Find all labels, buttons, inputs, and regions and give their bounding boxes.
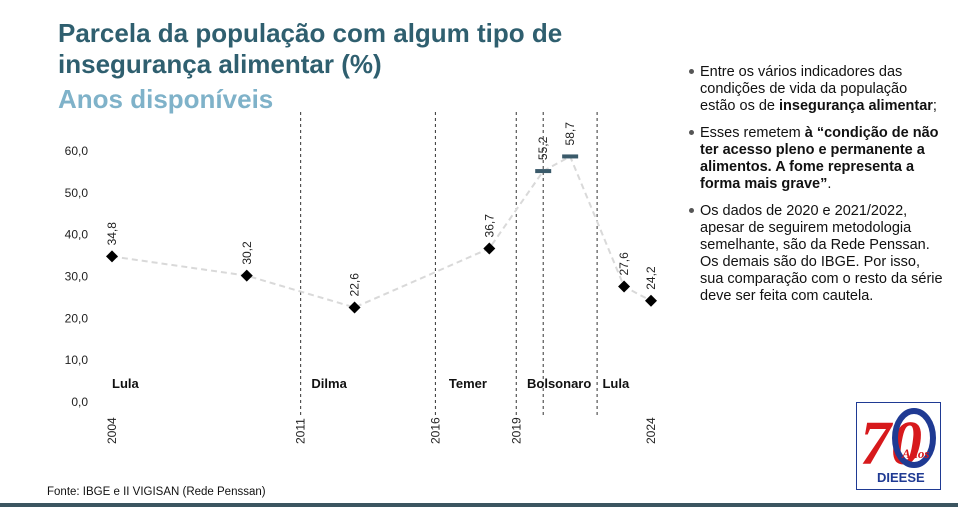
data-point-marker [618, 280, 631, 293]
data-label: 30,2 [240, 241, 254, 265]
bullet-dot [689, 130, 694, 135]
data-point-marker [562, 154, 579, 159]
y-tick-label: 50,0 [65, 186, 89, 200]
dieese-70-anos-logo: 70 Anos DIEESE [856, 402, 941, 490]
bullet-text: Os dados de 2020 e 2021/2022, apesar de … [700, 203, 943, 304]
period-label: Bolsonaro [527, 376, 591, 391]
source-note: Fonte: IBGE e II VIGISAN (Rede Penssan) [47, 486, 266, 498]
y-tick-label: 60,0 [65, 144, 89, 158]
bullet-text: . [827, 176, 832, 192]
data-label: 27,6 [617, 252, 631, 276]
x-tick-label: 2019 [509, 417, 523, 444]
bullet-text: insegurança alimentar [779, 98, 933, 114]
bullet-dot [689, 69, 694, 74]
data-point-marker [483, 242, 496, 255]
bullet-item: Entre os vários indicadores das condiçõe… [688, 64, 943, 115]
data-point-marker [348, 301, 361, 314]
data-label: 36,7 [482, 214, 496, 238]
data-label: 34,8 [105, 222, 119, 246]
logo-brand: DIEESE [877, 470, 925, 485]
data-point-marker [645, 294, 657, 307]
y-tick-label: 20,0 [65, 311, 89, 325]
data-label: 58,7 [563, 122, 577, 146]
period-label: Lula [602, 376, 629, 391]
bullet-text: ; [932, 98, 937, 114]
x-tick-label: 2024 [644, 417, 658, 444]
y-tick-label: 30,0 [65, 270, 89, 284]
period-label: Temer [449, 376, 487, 391]
data-label: 55,2 [536, 136, 550, 160]
bullet-dot [689, 208, 694, 213]
x-tick-label: 2011 [294, 418, 308, 444]
data-point-marker [106, 250, 118, 263]
data-label: 24,2 [644, 266, 658, 290]
page-subtitle: Anos disponíveis [58, 84, 274, 114]
y-tick-label: 40,0 [65, 228, 89, 242]
data-point-marker [535, 169, 552, 174]
x-tick-label: 2016 [428, 417, 442, 444]
bullet-item: Os dados de 2020 e 2021/2022, apesar de … [688, 203, 943, 305]
bullet-item: Esses remetem à “condição de não ter ace… [688, 125, 943, 193]
period-label: Lula [112, 376, 139, 391]
bullet-list: Entre os vários indicadores das condiçõe… [688, 64, 943, 315]
bullet-text: Entre os vários indicadores das condiçõe… [700, 64, 908, 114]
y-tick-label: 10,0 [65, 353, 89, 367]
bullet-text: Esses remetem [700, 125, 805, 141]
bottom-bar [0, 503, 958, 507]
data-label: 22,6 [348, 273, 362, 297]
bullet-text: à “condição de não ter acesso pleno e pe… [700, 125, 939, 192]
period-label: Dilma [311, 376, 347, 391]
data-point-marker [240, 269, 253, 282]
page-title: Parcela da população com algum tipo de i… [58, 18, 563, 79]
y-tick-label: 0,0 [71, 395, 88, 409]
x-tick-label: 2004 [105, 417, 119, 444]
series-line [111, 155, 652, 309]
line-chart: 0,0 10,0 20,0 30,0 40,0 50,0 60,0 34,8 30,2 22,6 3… [65, 112, 658, 444]
logo-anos: Anos [901, 446, 929, 461]
